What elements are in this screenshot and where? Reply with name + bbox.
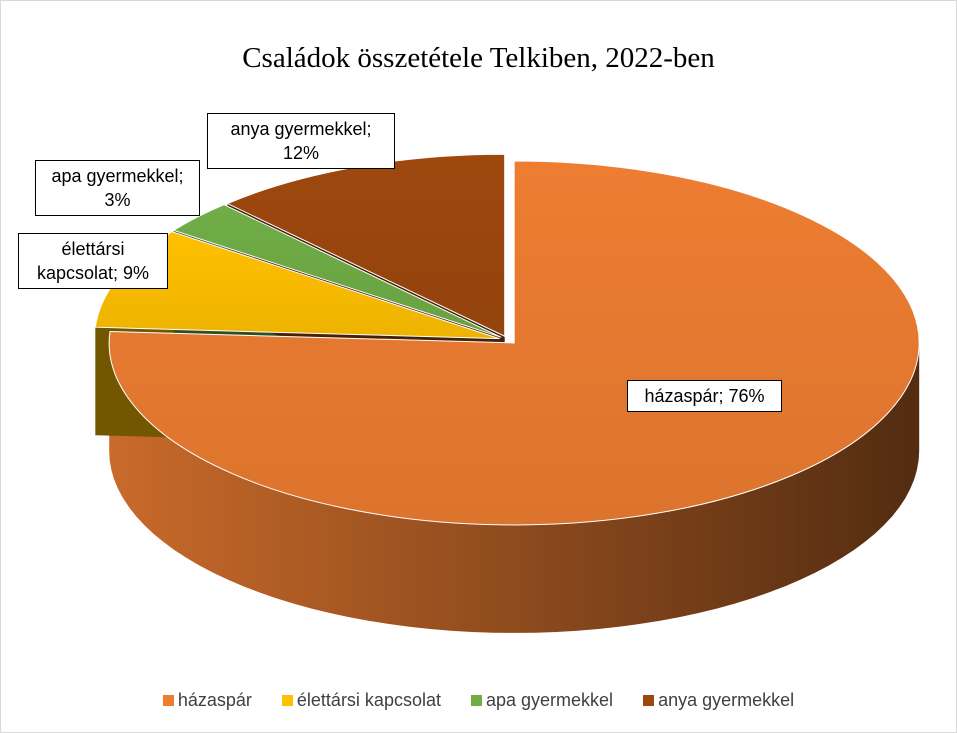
data-label: apa gyermekkel; 3% — [35, 160, 200, 216]
slice-side — [109, 342, 920, 633]
legend-label: házaspár — [177, 690, 252, 710]
legend-swatch — [162, 695, 174, 706]
legend-swatch — [281, 695, 293, 706]
data-label: anya gyermekkel; 12% — [207, 113, 395, 169]
slice — [108, 160, 920, 526]
slice — [172, 204, 502, 338]
chart-title: Családok összetétele Telkiben, 2022-ben — [242, 42, 715, 74]
legend-label: élettársi kapcsolat — [296, 690, 441, 710]
legend-item: házaspár — [162, 690, 252, 711]
legend-item: anya gyermekkel — [643, 690, 794, 711]
legend-swatch — [643, 695, 655, 706]
data-label: házaspár; 76% — [627, 380, 782, 412]
legend-label: anya gyermekkel — [658, 690, 795, 710]
legend-item: apa gyermekkel — [470, 690, 614, 711]
legend: házaspár élettársi kapcsolat apa gyermekke… — [0, 690, 957, 711]
legend-label: apa gyermekkel — [485, 690, 614, 710]
data-label: élettársi kapcsolat; 9% — [18, 233, 168, 289]
legend-swatch — [470, 695, 482, 706]
legend-item: élettársi kapcsolat — [281, 690, 441, 711]
